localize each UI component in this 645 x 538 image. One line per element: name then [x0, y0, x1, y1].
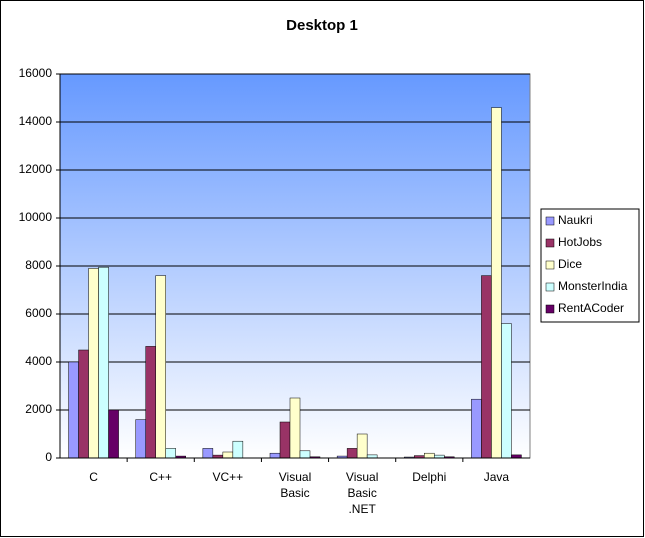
legend-box	[540, 208, 640, 323]
bar	[471, 398, 482, 459]
bar	[88, 268, 99, 459]
bar	[289, 397, 301, 459]
bar	[68, 361, 79, 459]
bar	[356, 433, 368, 459]
bar	[202, 448, 214, 459]
bar	[108, 409, 119, 459]
bar	[491, 107, 502, 459]
bar	[222, 451, 234, 459]
legend-swatch	[545, 282, 555, 292]
x-tick-label: C	[89, 470, 98, 484]
y-tick-label: 6000	[25, 306, 52, 320]
bar	[279, 421, 291, 459]
bar	[346, 448, 358, 459]
bar	[135, 419, 146, 459]
x-tick-label: Visual Basic	[279, 470, 311, 500]
legend-label: MonsterIndia	[558, 279, 628, 293]
legend-label: Dice	[558, 257, 582, 271]
bar	[232, 440, 244, 459]
x-tick-label: Delphi	[412, 470, 446, 484]
bar	[501, 323, 512, 459]
y-tick-label: 14000	[19, 114, 53, 128]
legend-label: HotJobs	[558, 235, 602, 249]
legend-swatch	[545, 216, 555, 226]
bar	[145, 346, 156, 459]
y-tick-label: 12000	[19, 162, 53, 176]
chart-title: Desktop 1	[286, 17, 358, 34]
legend-swatch	[545, 238, 555, 248]
y-tick-label: 16000	[19, 66, 53, 80]
bar	[269, 452, 281, 459]
bar	[78, 349, 89, 459]
bar	[424, 452, 435, 459]
bar	[98, 266, 109, 459]
bar	[299, 450, 311, 459]
legend-swatch	[545, 304, 555, 314]
y-tick-label: 0	[45, 450, 52, 464]
x-tick-label: C++	[149, 470, 172, 484]
x-tick-label: Visual Basic .NET	[346, 470, 378, 516]
bar	[481, 275, 492, 459]
legend: Naukri HotJobs Dice MonsterIndia RentACoder	[540, 208, 640, 323]
y-tick-label: 8000	[25, 258, 52, 272]
legend-label: RentACoder	[558, 301, 624, 315]
y-tick-label: 10000	[19, 210, 53, 224]
y-tick-label: 4000	[25, 354, 52, 368]
y-tick-label: 2000	[25, 402, 52, 416]
legend-swatch	[545, 260, 555, 270]
bar	[165, 448, 176, 459]
legend-label: Naukri	[558, 213, 593, 227]
x-tick-label: Java	[484, 470, 510, 484]
bar	[155, 275, 166, 459]
x-tick-label: VC++	[213, 470, 244, 484]
